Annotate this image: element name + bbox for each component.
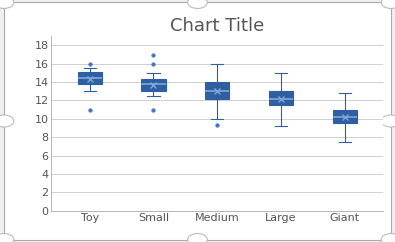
Circle shape (188, 234, 207, 242)
Circle shape (381, 115, 395, 127)
PathPatch shape (205, 82, 229, 99)
Circle shape (0, 0, 14, 8)
Circle shape (381, 0, 395, 8)
PathPatch shape (333, 110, 357, 123)
Circle shape (188, 0, 207, 8)
Circle shape (0, 234, 14, 242)
PathPatch shape (77, 72, 102, 84)
Circle shape (381, 234, 395, 242)
FancyBboxPatch shape (4, 2, 391, 240)
PathPatch shape (269, 91, 293, 105)
Circle shape (0, 115, 14, 127)
Title: Chart Title: Chart Title (170, 17, 264, 35)
PathPatch shape (141, 79, 166, 91)
